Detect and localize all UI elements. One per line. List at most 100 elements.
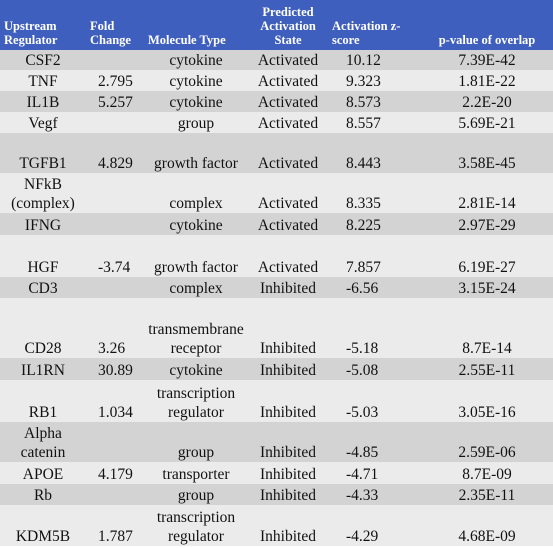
cell-z-score: -4.85 xyxy=(328,422,421,462)
header-activation-z-score: Activation z-score xyxy=(328,0,421,50)
cell-fold-change xyxy=(86,213,144,235)
cell-molecule-type: group xyxy=(144,112,248,133)
cell-regulator: NFkB (complex) xyxy=(0,173,86,213)
cell-z-score: -5.03 xyxy=(328,380,421,422)
header-predicted-activation-state: Predicted Activation State xyxy=(248,0,328,50)
table-row: CD28 3.26 transmembrane receptor Inhibit… xyxy=(0,298,553,358)
cell-activation-state: Inhibited xyxy=(248,298,328,358)
cell-molecule-type: group xyxy=(144,422,248,462)
cell-p-value: 3.05E-16 xyxy=(421,380,553,422)
cell-activation-state: Activated xyxy=(248,70,328,91)
cell-molecule-type: growth factor xyxy=(144,133,248,173)
cell-molecule-type: cytokine xyxy=(144,50,248,70)
cell-z-score: 8.573 xyxy=(328,91,421,112)
table-row: CSF2 cytokine Activated 10.12 7.39E-42 xyxy=(0,50,553,70)
cell-regulator: CSF2 xyxy=(0,50,86,70)
cell-regulator: RB1 xyxy=(0,380,86,422)
header-row: Upstream Regulator Fold Change Molecule … xyxy=(0,0,553,50)
cell-fold-change xyxy=(86,50,144,70)
cell-activation-state: Inhibited xyxy=(248,380,328,422)
cell-z-score: -4.29 xyxy=(328,505,421,546)
cell-activation-state: Activated xyxy=(248,50,328,70)
cell-z-score: -4.33 xyxy=(328,484,421,505)
cell-regulator: TGFB1 xyxy=(0,133,86,173)
cell-z-score: 10.12 xyxy=(328,50,421,70)
header-upstream-regulator: Upstream Regulator xyxy=(0,0,86,50)
cell-z-score: -6.56 xyxy=(328,277,421,298)
cell-activation-state: Activated xyxy=(248,112,328,133)
cell-molecule-type: transmembrane receptor xyxy=(144,298,248,358)
cell-regulator: CD28 xyxy=(0,298,86,358)
cell-z-score: 8.443 xyxy=(328,133,421,173)
cell-molecule-type: complex xyxy=(144,277,248,298)
cell-p-value: 5.69E-21 xyxy=(421,112,553,133)
cell-p-value: 7.39E-42 xyxy=(421,50,553,70)
table-row: CD3 complex Inhibited -6.56 3.15E-24 xyxy=(0,277,553,298)
cell-molecule-type: transcription regulator xyxy=(144,380,248,422)
cell-fold-change xyxy=(86,173,144,213)
cell-p-value: 3.58E-45 xyxy=(421,133,553,173)
table-row: Rb group Inhibited -4.33 2.35E-11 xyxy=(0,484,553,505)
cell-regulator: HGF xyxy=(0,235,86,277)
cell-z-score: 7.857 xyxy=(328,235,421,277)
cell-fold-change: 30.89 xyxy=(86,358,144,380)
table-row: HGF -3.74 growth factor Activated 7.857 … xyxy=(0,235,553,277)
header-fold-change: Fold Change xyxy=(86,0,144,50)
cell-regulator: IL1B xyxy=(0,91,86,112)
cell-fold-change xyxy=(86,112,144,133)
cell-fold-change xyxy=(86,422,144,462)
cell-activation-state: Inhibited xyxy=(248,358,328,380)
cell-regulator: CD3 xyxy=(0,277,86,298)
cell-molecule-type: growth factor xyxy=(144,235,248,277)
cell-activation-state: Activated xyxy=(248,235,328,277)
cell-activation-state: Activated xyxy=(248,173,328,213)
cell-molecule-type: cytokine xyxy=(144,91,248,112)
cell-p-value: 3.15E-24 xyxy=(421,277,553,298)
table-row: Alpha catenin group Inhibited -4.85 2.59… xyxy=(0,422,553,462)
cell-molecule-type: group xyxy=(144,484,248,505)
cell-activation-state: Inhibited xyxy=(248,505,328,546)
cell-molecule-type: cytokine xyxy=(144,213,248,235)
table-row: KDM5B 1.787 transcription regulator Inhi… xyxy=(0,505,553,546)
cell-fold-change: 1.787 xyxy=(86,505,144,546)
cell-activation-state: Inhibited xyxy=(248,277,328,298)
cell-fold-change: 4.179 xyxy=(86,462,144,484)
cell-regulator: APOE xyxy=(0,462,86,484)
cell-z-score: -5.18 xyxy=(328,298,421,358)
table-row: TNF 2.795 cytokine Activated 9.323 1.81E… xyxy=(0,70,553,91)
cell-fold-change xyxy=(86,277,144,298)
cell-activation-state: Inhibited xyxy=(248,462,328,484)
cell-activation-state: Inhibited xyxy=(248,484,328,505)
cell-p-value: 2.59E-06 xyxy=(421,422,553,462)
table-row: IL1B 5.257 cytokine Activated 8.573 2.2E… xyxy=(0,91,553,112)
table-row: IFNG cytokine Activated 8.225 2.97E-29 xyxy=(0,213,553,235)
cell-p-value: 2.35E-11 xyxy=(421,484,553,505)
cell-regulator: IL1RN xyxy=(0,358,86,380)
table-row: TGFB1 4.829 growth factor Activated 8.44… xyxy=(0,133,553,173)
cell-z-score: 8.225 xyxy=(328,213,421,235)
cell-z-score: -5.08 xyxy=(328,358,421,380)
cell-regulator: KDM5B xyxy=(0,505,86,546)
cell-regulator: IFNG xyxy=(0,213,86,235)
cell-activation-state: Activated xyxy=(248,213,328,235)
cell-p-value: 8.7E-09 xyxy=(421,462,553,484)
cell-molecule-type: complex xyxy=(144,173,248,213)
cell-activation-state: Activated xyxy=(248,133,328,173)
cell-z-score: -4.71 xyxy=(328,462,421,484)
header-molecule-type: Molecule Type xyxy=(144,0,248,50)
cell-fold-change: 5.257 xyxy=(86,91,144,112)
cell-regulator: TNF xyxy=(0,70,86,91)
cell-p-value: 4.68E-09 xyxy=(421,505,553,546)
cell-z-score: 8.335 xyxy=(328,173,421,213)
cell-p-value: 8.7E-14 xyxy=(421,298,553,358)
cell-p-value: 2.81E-14 xyxy=(421,173,553,213)
cell-fold-change: -3.74 xyxy=(86,235,144,277)
cell-molecule-type: transporter xyxy=(144,462,248,484)
cell-molecule-type: cytokine xyxy=(144,70,248,91)
cell-p-value: 2.2E-20 xyxy=(421,91,553,112)
table-row: IL1RN 30.89 cytokine Inhibited -5.08 2.5… xyxy=(0,358,553,380)
cell-p-value: 6.19E-27 xyxy=(421,235,553,277)
table-row: RB1 1.034 transcription regulator Inhibi… xyxy=(0,380,553,422)
cell-regulator: Rb xyxy=(0,484,86,505)
